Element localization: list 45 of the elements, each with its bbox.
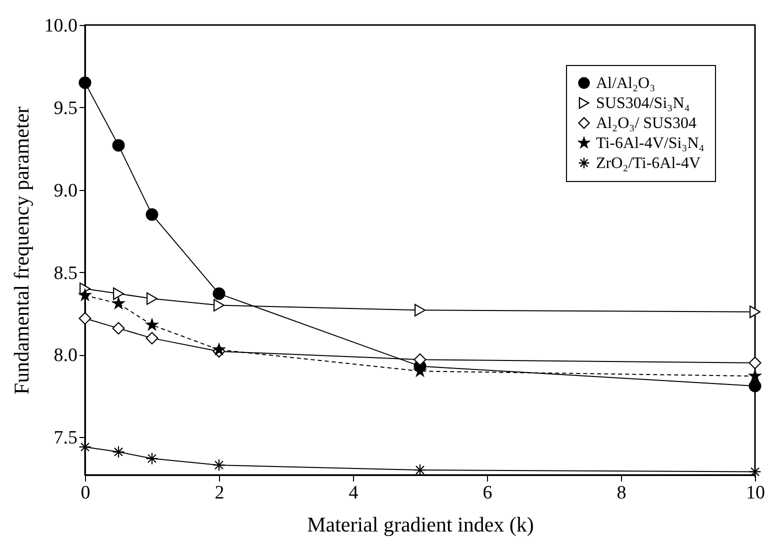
legend-label: SUS304/Si₃N₄	[596, 95, 690, 112]
point	[212, 287, 226, 300]
x-tick-label: 6	[482, 482, 492, 504]
point	[213, 343, 225, 355]
x-axis-title: Material gradient index (k)	[307, 512, 534, 536]
point	[78, 312, 92, 325]
point	[112, 139, 125, 152]
y-tick-label: 10.0	[44, 16, 78, 36]
legend-label: Al/Al₂O₃	[596, 75, 656, 92]
point	[112, 446, 125, 458]
x-tick-label: 4	[348, 482, 359, 504]
y-axis-title: Fundamental frequency parameter	[9, 106, 34, 395]
point	[748, 465, 762, 478]
point	[749, 370, 761, 382]
legend-label: ZrO₂/Ti-6Al-4V	[596, 155, 701, 172]
point	[112, 297, 124, 309]
legend-label: Al₂O₃/ SUS304	[596, 115, 697, 132]
point	[414, 304, 426, 316]
point	[146, 318, 158, 330]
point	[212, 458, 226, 472]
point	[78, 440, 92, 454]
point	[146, 452, 158, 465]
y-tick-label: 9.0	[54, 180, 78, 202]
point	[750, 306, 760, 318]
x-tick-label: 10	[746, 482, 765, 504]
point	[748, 356, 762, 370]
x-tick-label: 2	[214, 482, 224, 504]
point	[214, 298, 224, 312]
y-tick-label: 8.5	[54, 262, 78, 284]
y-tick-label: 9.5	[54, 98, 78, 119]
point	[112, 322, 125, 335]
point	[79, 289, 91, 300]
point	[113, 287, 124, 300]
point	[146, 208, 158, 221]
y-tick-label: 8.0	[54, 345, 78, 366]
x-tick-label: 8	[616, 482, 626, 504]
point	[414, 353, 426, 366]
y-tick-label: 7.5	[54, 428, 78, 449]
point	[146, 332, 158, 344]
point	[146, 292, 158, 305]
legend-label: Ti-6Al-4V/Si₃N₄	[596, 135, 705, 152]
point	[78, 76, 92, 89]
point	[414, 364, 426, 376]
x-tick-label: 0	[80, 482, 90, 504]
point	[748, 380, 762, 392]
